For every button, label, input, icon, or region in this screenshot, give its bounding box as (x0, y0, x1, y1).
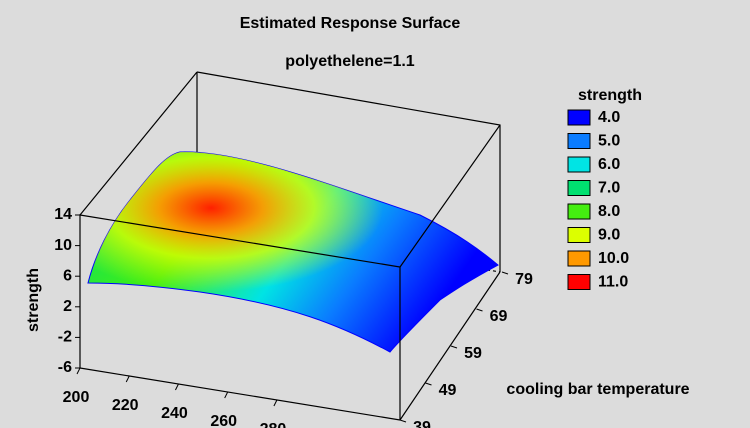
x-tick (273, 399, 278, 407)
legend-swatch (567, 203, 591, 220)
y-tick (476, 308, 483, 312)
legend-label: 5.0 (598, 133, 620, 150)
y-tick (450, 345, 458, 349)
legend-label: 10.0 (598, 250, 629, 267)
z-tick-label: -2 (58, 329, 72, 346)
legend-label: 9.0 (598, 227, 620, 244)
chart-title: Estimated Response Surface (240, 15, 461, 32)
legend-label: 8.0 (598, 203, 620, 220)
y-tick-label: 79 (515, 271, 533, 288)
z-tick-label: 14 (54, 206, 72, 223)
legend-title: strength (578, 87, 642, 104)
y-tick-label: 49 (439, 382, 457, 399)
chart-subtitle: polyethelene=1.1 (285, 53, 414, 70)
legend-label: 7.0 (598, 180, 620, 197)
legend-swatch (567, 227, 591, 243)
z-tick-label: -6 (58, 359, 72, 376)
x-tick-label: 200 (63, 389, 90, 406)
y-tick (501, 271, 509, 275)
legend-swatch (567, 133, 591, 149)
y-axis-label: cooling bar temperature (506, 381, 689, 398)
response-surface (87, 151, 499, 353)
legend-swatch (567, 274, 591, 290)
y-tick-label: 59 (464, 345, 482, 362)
box-front (79, 124, 501, 421)
x-tick-label: 240 (161, 405, 188, 422)
x-tick (175, 383, 179, 391)
legend-swatch (567, 109, 591, 126)
x-tick (125, 375, 130, 383)
y-tick (399, 419, 407, 423)
x-tick-label: 220 (112, 397, 139, 414)
z-tick-label: 6 (63, 267, 72, 284)
x-tick-label: 280 (260, 421, 287, 428)
x-tick (224, 391, 229, 399)
legend-swatch (567, 156, 591, 173)
y-tick-label: 69 (490, 308, 508, 325)
y-tick-label: 39 (413, 419, 431, 428)
z-tick-label: 2 (63, 298, 72, 315)
legend-swatch (567, 180, 591, 196)
z-axis-label: strength (25, 268, 42, 332)
x-tick-label: 260 (210, 413, 237, 428)
z-tick-label: 10 (54, 237, 72, 254)
legend-label: 11.0 (598, 274, 628, 291)
legend-swatch (567, 250, 591, 267)
y-tick (425, 382, 432, 386)
legend-label: 6.0 (598, 156, 620, 173)
x-tick (76, 367, 81, 375)
legend-label: 4.0 (598, 109, 620, 126)
